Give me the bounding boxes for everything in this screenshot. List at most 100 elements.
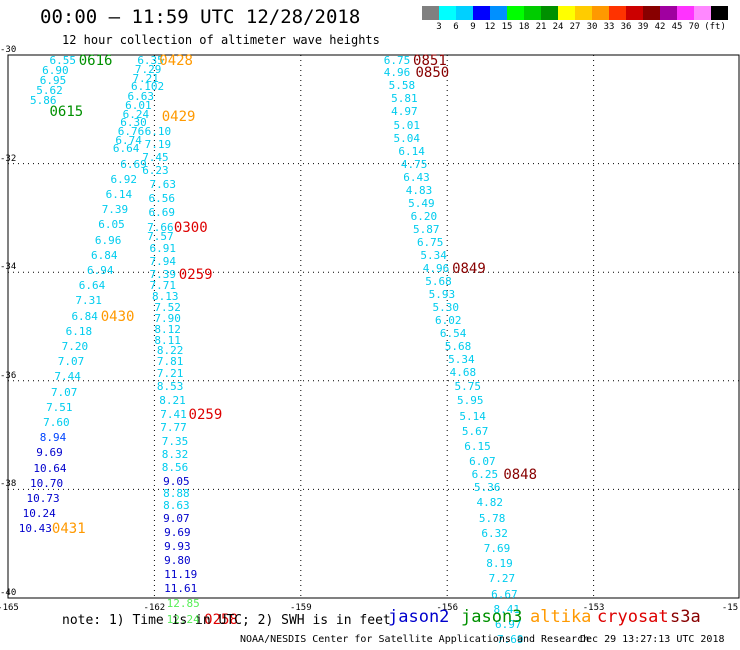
wave-height-label: 6.96 <box>94 233 122 247</box>
wave-height-label: 5.75 <box>454 380 482 394</box>
wave-height-label: 6.97 <box>495 618 522 632</box>
wave-height-label: 6.24 <box>122 107 150 121</box>
wave-height-label: 7.51 <box>46 400 73 414</box>
wave-height-label: 6.07 <box>469 455 496 469</box>
wave-height-label: 8.53 <box>156 380 184 394</box>
color-scale-label: 70 <box>688 22 700 32</box>
wave-height-label: 4.97 <box>391 105 418 119</box>
wave-height-label: 7.81 <box>156 355 184 369</box>
wave-height-label: 7.66 <box>147 220 174 234</box>
color-scale-swatch <box>473 6 490 20</box>
wave-height-label: 12.85 <box>166 597 200 611</box>
color-scale-label: 24 <box>552 22 564 32</box>
wave-height-label: 6.18 <box>65 324 93 338</box>
wave-height-label: 5.86 <box>29 93 57 107</box>
wave-height-label: 7.69 <box>483 542 511 556</box>
legend-item-jason3: jason3 <box>461 607 523 627</box>
wave-height-label: 7.20 <box>61 340 89 354</box>
y-tick-label: -32 <box>0 153 17 164</box>
wave-height-label: 11.61 <box>164 582 198 596</box>
wave-height-label: 6.76 <box>117 125 145 139</box>
wave-height-label: 6.30 <box>120 116 147 130</box>
y-tick-label: -40 <box>0 588 17 598</box>
wave-height-label: 7.63 <box>149 178 177 192</box>
wave-height-label: 8.32 <box>161 447 189 461</box>
wave-height-label: 6.92 <box>110 172 137 186</box>
wave-height-label: 7.39 <box>101 203 129 217</box>
chart-title: 00:00 – 11:59 UTC 12/28/2018 <box>40 6 361 28</box>
wave-height-label: 6.91 <box>149 242 177 256</box>
legend-item-altika: altika <box>530 607 592 627</box>
color-scale-label: 15 <box>501 22 513 32</box>
color-scale-label: 33 <box>603 22 615 32</box>
wave-height-label: 8.94 <box>39 431 67 445</box>
wave-height-label: 6.02 <box>435 313 462 327</box>
wave-height-label: 5.78 <box>478 511 506 525</box>
y-tick-label: -36 <box>0 370 17 381</box>
wave-height-label: 7.41 <box>160 408 187 422</box>
pass-time-label: 0259 <box>178 267 213 284</box>
color-scale-swatch <box>507 6 524 20</box>
wave-height-label: 5.01 <box>393 118 421 132</box>
wave-height-label: 7.90 <box>154 311 181 325</box>
x-tick-label: -159 <box>289 603 312 613</box>
color-scale-swatch <box>524 6 541 20</box>
color-scale-swatch <box>660 6 677 20</box>
wave-height-label: 5.30 <box>432 300 460 314</box>
wave-height-label: 7.57 <box>147 230 174 244</box>
color-scale-swatch <box>558 6 575 20</box>
plot-frame <box>7 54 740 599</box>
wave-height-label: 8.88 <box>163 486 190 500</box>
wave-height-label: 6.14 <box>398 144 425 158</box>
pass-time-label: 0428 <box>159 53 193 70</box>
wave-height-label: 5.04 <box>393 131 421 145</box>
color-scale-swatch <box>677 6 694 20</box>
wave-height-label: 6.01 <box>125 98 152 112</box>
color-scale-swatch <box>575 6 592 20</box>
wave-height-label: 7.44 <box>54 370 81 384</box>
color-scale-label: 12 <box>484 22 496 32</box>
wave-height-label: 7.29 <box>134 63 162 77</box>
color-scale-swatch <box>711 6 728 20</box>
wave-height-label: 8.22 <box>156 344 184 358</box>
wave-height-label: 6.84 <box>71 309 98 323</box>
wave-height-label: 7.35 <box>161 434 189 448</box>
wave-height-label: 7.60 <box>43 416 70 430</box>
wave-height-label: 8.13 <box>151 290 179 304</box>
wave-height-label: 7.77 <box>160 421 187 435</box>
wave-height-label: 5.36 <box>474 481 501 495</box>
pass-time-label: 0430 <box>100 308 135 325</box>
color-scale-label: 9 <box>470 22 476 32</box>
pass-time-label: 0848 <box>503 467 538 484</box>
pass-time-label: 0431 <box>51 521 86 538</box>
wave-height-label: 7.21 <box>132 71 159 85</box>
pass-time-label: 0615 <box>49 104 84 121</box>
wave-height-label: 8.21 <box>159 394 186 408</box>
x-tick-label: -156 <box>436 603 459 613</box>
wave-height-label: 11.19 <box>164 568 198 582</box>
wave-height-label: 7.52 <box>154 300 181 314</box>
wave-height-label: 5.34 <box>448 353 475 367</box>
y-tick-label: -30 <box>0 45 17 55</box>
wave-height-label: 6.35 <box>137 54 164 68</box>
pass-time-label: 0259 <box>188 407 223 424</box>
wave-height-label: 8.12 <box>154 322 181 336</box>
wave-height-label: 6.94 <box>87 264 114 278</box>
color-scale-swatch <box>456 6 473 20</box>
color-scale-swatch <box>490 6 507 20</box>
wave-height-label: 6.54 <box>439 327 467 341</box>
color-scale-unit: (ft) <box>704 22 726 32</box>
pass-time-label: 0849 <box>452 260 486 277</box>
color-scale-swatch <box>609 6 626 20</box>
wave-height-label: 6.56 <box>148 192 176 206</box>
color-scale-label: 27 <box>569 22 581 32</box>
wave-height-label: 7.45 <box>142 151 169 165</box>
wave-height-label: 6.25 <box>471 468 499 482</box>
y-tick-label: -38 <box>0 479 17 490</box>
wave-height-label: 10.73 <box>26 492 60 506</box>
wave-height-label: 6.90 <box>42 64 69 78</box>
wave-height-label: 5.34 <box>420 248 447 262</box>
pass-time-label: 0258 <box>204 611 238 628</box>
color-scale-label: 42 <box>654 22 666 32</box>
